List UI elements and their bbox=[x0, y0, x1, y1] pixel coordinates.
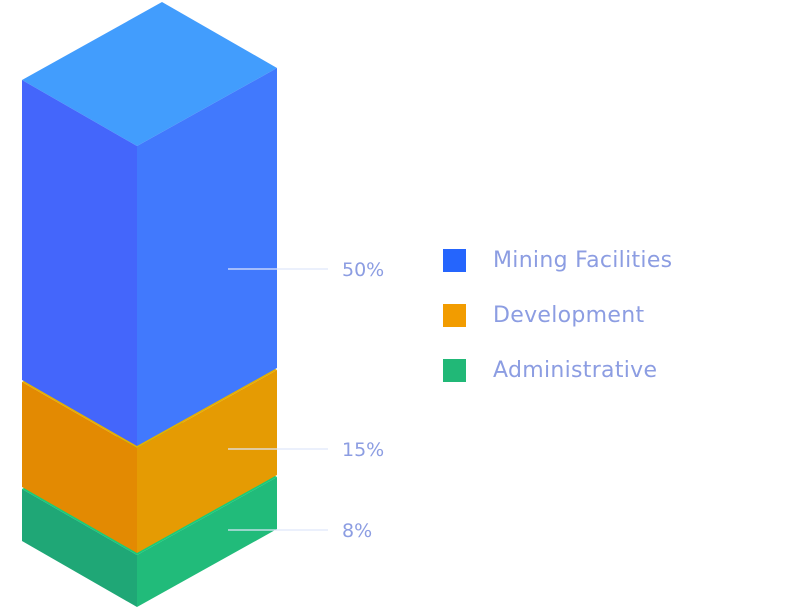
legend-label: Development bbox=[493, 303, 645, 328]
segment-left-face-mining-facilities bbox=[22, 80, 137, 446]
legend-swatch-administrative bbox=[443, 359, 466, 382]
segment-right-face-mining-facilities bbox=[137, 68, 277, 446]
segment-top-mining-facilities bbox=[22, 2, 277, 146]
legend-label: Administrative bbox=[493, 358, 658, 383]
legend-label: Mining Facilities bbox=[493, 248, 673, 273]
legend-item-mining-facilities: Mining Facilities bbox=[443, 233, 672, 288]
data-label-administrative: 8% bbox=[342, 520, 372, 542]
legend-item-development: Development bbox=[443, 288, 672, 343]
data-label-mining-facilities: 50% bbox=[342, 259, 384, 281]
segment-right-face-development bbox=[137, 370, 277, 553]
legend-swatch-mining-facilities bbox=[443, 249, 466, 272]
data-label-development: 15% bbox=[342, 439, 384, 461]
legend-swatch-development bbox=[443, 304, 466, 327]
legend: Mining Facilities Development Administra… bbox=[443, 233, 672, 398]
legend-item-administrative: Administrative bbox=[443, 343, 672, 398]
segment-left-face-administrative bbox=[22, 489, 137, 607]
segment-right-face-administrative bbox=[137, 477, 277, 607]
segment-left-face-development bbox=[22, 382, 137, 553]
